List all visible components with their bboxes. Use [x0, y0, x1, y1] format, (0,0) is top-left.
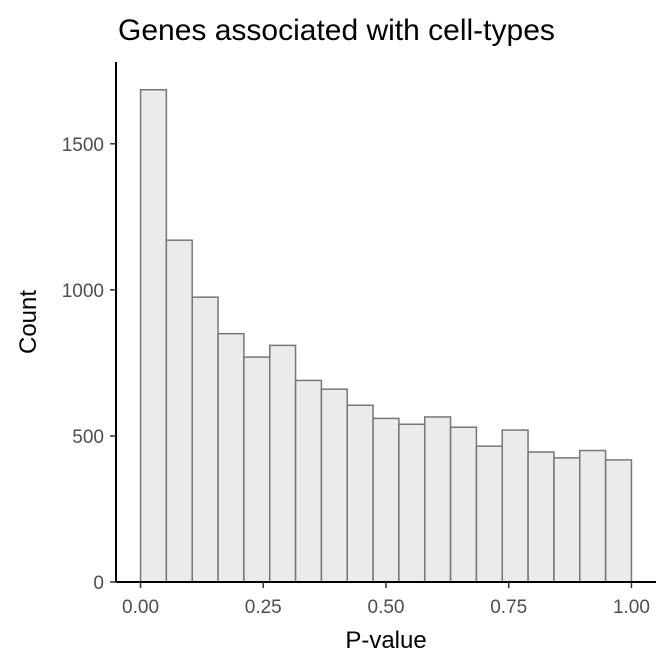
histogram-bar [579, 449, 607, 583]
histogram-bar [398, 423, 426, 583]
x-tick-label: 0.25 [245, 597, 282, 618]
histogram-bar [604, 459, 633, 583]
histogram-bar [243, 356, 271, 583]
x-axis-ticks: 0.00 0.25 0.50 0.75 1.00 [122, 582, 650, 618]
x-tick-label: 1.00 [613, 597, 650, 618]
histogram-bar [372, 417, 400, 583]
histogram-bar [191, 296, 219, 583]
histogram-bar [217, 332, 245, 583]
histogram-bar [346, 404, 374, 583]
x-tick-label: 0.50 [368, 597, 405, 618]
histogram-bar [501, 429, 529, 583]
bars-group [139, 89, 633, 583]
histogram-bar [139, 89, 168, 583]
histogram-bar [553, 457, 581, 583]
histogram-bar [294, 379, 323, 583]
y-tick-label: 1000 [62, 281, 104, 302]
histogram-bar [165, 239, 193, 583]
y-tick-label: 1500 [62, 135, 104, 156]
y-axis-label: Count [15, 290, 42, 354]
histogram-bar [269, 344, 297, 583]
x-tick-label: 0.75 [490, 597, 527, 618]
chart-title: Genes associated with cell-types [118, 14, 555, 47]
histogram-bar [320, 388, 348, 583]
x-axis-label: P-value [345, 627, 426, 654]
histogram-bar [475, 445, 503, 583]
histogram-bar [423, 416, 452, 583]
histogram-bar [449, 426, 478, 583]
y-axis-ticks: 0 500 1000 1500 [62, 135, 116, 594]
histogram-bar [527, 451, 555, 583]
y-tick-label: 500 [72, 427, 104, 448]
y-tick-label: 0 [93, 573, 104, 594]
x-tick-label: 0.00 [122, 597, 159, 618]
